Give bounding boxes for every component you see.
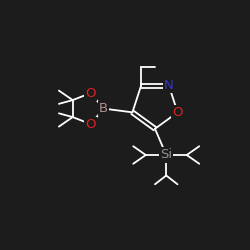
Text: Si: Si <box>160 148 172 162</box>
Text: N: N <box>164 79 174 92</box>
Text: O: O <box>86 118 96 130</box>
Text: O: O <box>172 106 183 119</box>
Text: O: O <box>86 86 96 100</box>
Text: B: B <box>99 102 108 115</box>
